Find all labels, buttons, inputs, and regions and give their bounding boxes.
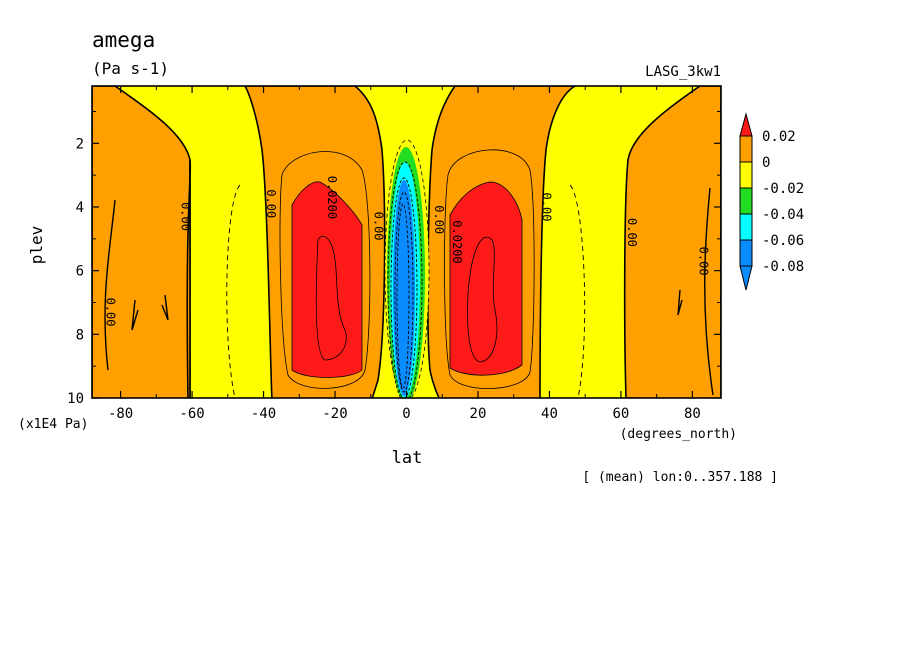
equatorial-dashed-contours (387, 161, 423, 398)
colorbar-tick-label: -0.06 (762, 233, 804, 249)
x-axis: -80 -60 -40 -20 0 20 40 60 80 (108, 86, 701, 422)
contour-field: 0.00 0.00 0.00 0.0200 0.00 0.00 0.0200 0.00 0.00… (92, 86, 721, 398)
contour-north-inner (444, 149, 535, 389)
x-tick-label: -80 (108, 406, 133, 422)
x-tick-label: -60 (179, 406, 204, 422)
x-tick-label: 20 (470, 406, 487, 422)
contour-label: 0.00 (103, 298, 117, 327)
y-axis-units: (x1E4 Pa) (18, 417, 88, 432)
x-tick-label: 60 (613, 406, 630, 422)
contour-north-dashed (569, 184, 586, 398)
contour-label: 0.00 (264, 189, 278, 218)
case-name: LASG_3kw1 (645, 64, 721, 80)
contour-south-core (315, 235, 347, 361)
chart-units: (Pa s-1) (92, 59, 169, 78)
y-axis: 2 4 6 8 10 (67, 110, 721, 407)
chart-title: amega (92, 28, 155, 52)
x-tick-label: -20 (322, 406, 347, 422)
colorbar-tick-label: -0.02 (762, 181, 804, 197)
colorbar-tick-label: -0.08 (762, 259, 804, 275)
contour-label: 0.0200 (450, 220, 464, 263)
x-tick-label: -40 (251, 406, 276, 422)
x-tick-label: 0 (402, 406, 410, 422)
contour-south-inner (279, 151, 371, 389)
region-south-highlat-positive (186, 159, 192, 398)
region-equatorial-ascent-core (393, 180, 415, 396)
colorbar-bottom-triangle (739, 265, 753, 291)
region-north-strong-descent (449, 181, 523, 376)
x-tick-label: 40 (541, 406, 558, 422)
contour-south-dashed (226, 184, 241, 398)
contour-label: 0.00 (432, 205, 446, 234)
contour-label: 0.00 (697, 247, 711, 276)
contour-label: 0.00 (371, 212, 385, 241)
colorbar-tick-label: -0.04 (762, 207, 804, 223)
colorbar-box (739, 239, 753, 267)
contour-north-polar-wiggle (677, 187, 714, 396)
region-north-polar-positive (623, 86, 721, 398)
colorbar-box (739, 135, 753, 163)
colorbar-box (739, 213, 753, 241)
footnote: [ (mean) lon:0..357.188 ] (582, 470, 778, 485)
contour-label: 0.00 (539, 193, 553, 222)
y-tick-label: 6 (76, 264, 84, 280)
colorbar-box (739, 161, 753, 189)
y-axis-label: plev (27, 226, 46, 265)
colorbar-tick-label: 0.02 (762, 129, 796, 145)
x-axis-units: (degrees_north) (620, 427, 737, 442)
x-axis-label: lat (392, 448, 423, 468)
x-tick-label: 80 (684, 406, 701, 422)
y-tick-label: 8 (76, 327, 84, 343)
y-tick-label: 2 (76, 136, 84, 152)
contour-label: 0.00 (625, 218, 639, 247)
contour-label: 0.0200 (325, 176, 339, 219)
colorbar-top-triangle (739, 112, 753, 137)
contour-label: 0.00 (178, 202, 192, 231)
contour-labels: 0.00 0.00 0.00 0.0200 0.00 0.00 0.0200 0.00 0.00… (103, 176, 710, 327)
contour-south-polar-wiggle (104, 199, 169, 371)
y-tick-label: 4 (76, 200, 84, 216)
colorbar: 0.02 0 -0.02 -0.04 -0.06 -0.08 (739, 112, 804, 291)
contour-north-core (467, 236, 498, 363)
colorbar-box (739, 187, 753, 215)
colorbar-tick-label: 0 (762, 155, 770, 171)
y-tick-label: 10 (67, 391, 84, 407)
